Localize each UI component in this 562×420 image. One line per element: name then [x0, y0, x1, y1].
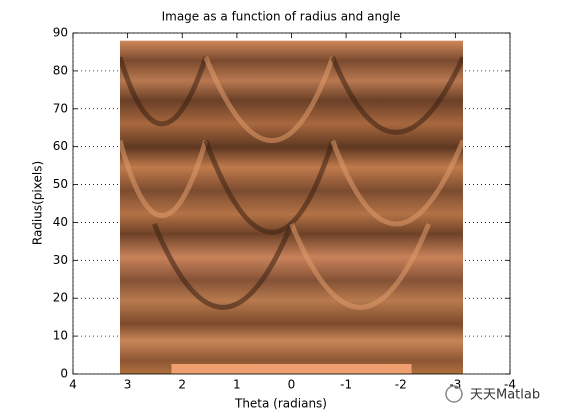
y-tick-label: 0 [60, 367, 68, 381]
x-tick-label: 4 [69, 378, 77, 392]
x-tick-label: 2 [178, 378, 186, 392]
x-tick-label: -4 [504, 378, 516, 392]
y-tick-label: 90 [53, 26, 68, 40]
image-texture [119, 40, 464, 374]
x-tick-label: 3 [124, 378, 132, 392]
x-tick-label: -1 [340, 378, 352, 392]
y-tick-label: 50 [53, 177, 68, 191]
y-tick-label: 30 [53, 253, 68, 267]
x-tick-label: 0 [288, 378, 296, 392]
x-tick-label: -3 [449, 378, 461, 392]
y-tick-label: 60 [53, 139, 68, 153]
x-axis-label: Theta (radians) [234, 397, 327, 411]
y-tick-label: 40 [53, 215, 68, 229]
y-tick-label: 70 [53, 101, 68, 115]
watermark-text: 天天Matlab [470, 388, 540, 403]
watermark: 天天Matlab [445, 385, 540, 403]
y-tick-label: 10 [53, 329, 68, 343]
y-axis-label: Radius(pixels) [31, 161, 45, 245]
image [119, 40, 464, 374]
y-tick-label: 20 [53, 291, 68, 305]
y-tick-label: 80 [53, 63, 68, 77]
axes-box [72, 32, 511, 375]
x-tick-label: -2 [395, 378, 407, 392]
chart-title: Image as a function of radius and angle [162, 10, 401, 24]
x-tick-label: 1 [233, 378, 241, 392]
